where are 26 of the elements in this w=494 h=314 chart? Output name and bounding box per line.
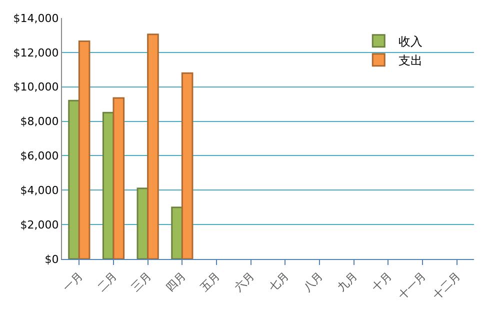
x-tick-label: 五月 [198, 270, 223, 294]
x-tick-label: 八月 [300, 270, 326, 294]
y-tick-label: $2,000 [20, 218, 59, 232]
x-tick-label: 三月 [129, 270, 154, 294]
bar [78, 40, 90, 259]
x-tick-label: 六月 [232, 270, 257, 294]
legend-label: 收入 [398, 34, 423, 49]
y-tick-label: $10,000 [13, 80, 59, 94]
bar [112, 97, 125, 259]
x-tick-label: 二月 [94, 270, 120, 294]
x-tick-label: 一月 [60, 270, 86, 294]
x-tick-label: 四月 [163, 270, 188, 294]
y-tick-label: $0 [44, 252, 59, 266]
bar [147, 34, 159, 259]
x-tick-label: 九月 [335, 270, 360, 294]
y-tick-label: $12,000 [13, 46, 59, 60]
x-tick-label: 七月 [266, 270, 292, 294]
y-tick-label: $14,000 [13, 12, 59, 25]
y-tick-label: $8,000 [20, 115, 59, 128]
bar [181, 72, 194, 259]
x-tick-label: 十月 [369, 270, 394, 294]
legend-label: 支出 [398, 54, 423, 68]
y-tick-label: $4,000 [20, 184, 59, 197]
x-tick-label: 十一月 [396, 270, 429, 302]
y-tick-label: $6,000 [20, 150, 59, 163]
x-tick-label: 十二月 [430, 270, 463, 302]
